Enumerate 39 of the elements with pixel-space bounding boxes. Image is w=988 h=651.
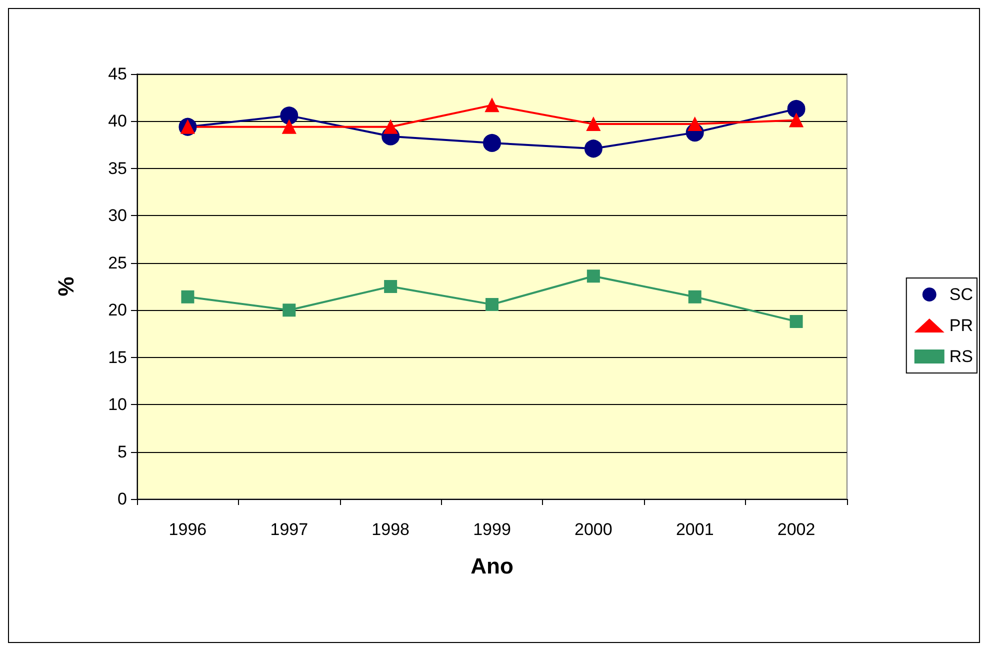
- point: [181, 290, 194, 304]
- y-tick-label: 30: [108, 206, 127, 226]
- y-tick-label: 35: [108, 158, 127, 178]
- point: [485, 98, 499, 112]
- point: [384, 280, 398, 293]
- point: [384, 120, 398, 134]
- x-tick-label: 2000: [574, 520, 612, 539]
- point: [586, 117, 600, 132]
- point: [483, 134, 501, 152]
- x-tick-label: 1999: [473, 520, 511, 539]
- y-tick-label: 10: [108, 395, 127, 414]
- x-tick-label: 2001: [676, 520, 714, 539]
- point: [688, 117, 702, 132]
- x-tick-label: 1997: [270, 520, 308, 539]
- y-tick-label: 0: [118, 490, 127, 508]
- y-axis-title: %: [54, 276, 78, 296]
- legend-label: PR: [949, 316, 974, 335]
- x-axis-title: Ano: [470, 554, 514, 578]
- legend-label: SC: [949, 285, 974, 304]
- y-tick-label: 45: [108, 64, 127, 84]
- y-tick-label: 5: [118, 442, 127, 462]
- y-tick-label: 15: [108, 348, 127, 367]
- y-tick-label: 40: [108, 112, 127, 131]
- point: [789, 113, 804, 128]
- point: [586, 270, 600, 283]
- point: [282, 304, 296, 317]
- point: [688, 290, 702, 304]
- point: [790, 314, 803, 328]
- y-tick-label: 25: [108, 253, 127, 272]
- x-tick-label: 1998: [372, 520, 410, 539]
- point: [486, 298, 498, 311]
- point: [584, 140, 602, 158]
- point: [787, 100, 806, 118]
- x-tick-label: 1996: [168, 520, 207, 539]
- point: [280, 106, 298, 125]
- y-tick-label: 20: [108, 300, 127, 320]
- x-tick-label: 2002: [777, 520, 816, 539]
- legend-label: RS: [949, 347, 974, 366]
- point: [282, 120, 296, 134]
